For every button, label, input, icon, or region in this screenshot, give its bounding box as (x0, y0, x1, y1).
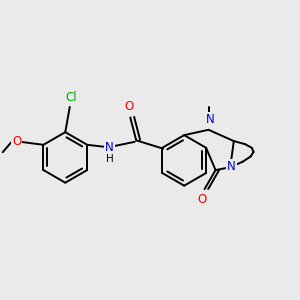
Text: N: N (227, 160, 236, 173)
Text: O: O (124, 100, 134, 113)
Text: H: H (106, 154, 113, 164)
Text: N: N (105, 141, 114, 154)
Text: N: N (206, 113, 214, 126)
Text: O: O (12, 135, 21, 148)
Text: O: O (197, 193, 206, 206)
Text: Cl: Cl (65, 91, 77, 104)
